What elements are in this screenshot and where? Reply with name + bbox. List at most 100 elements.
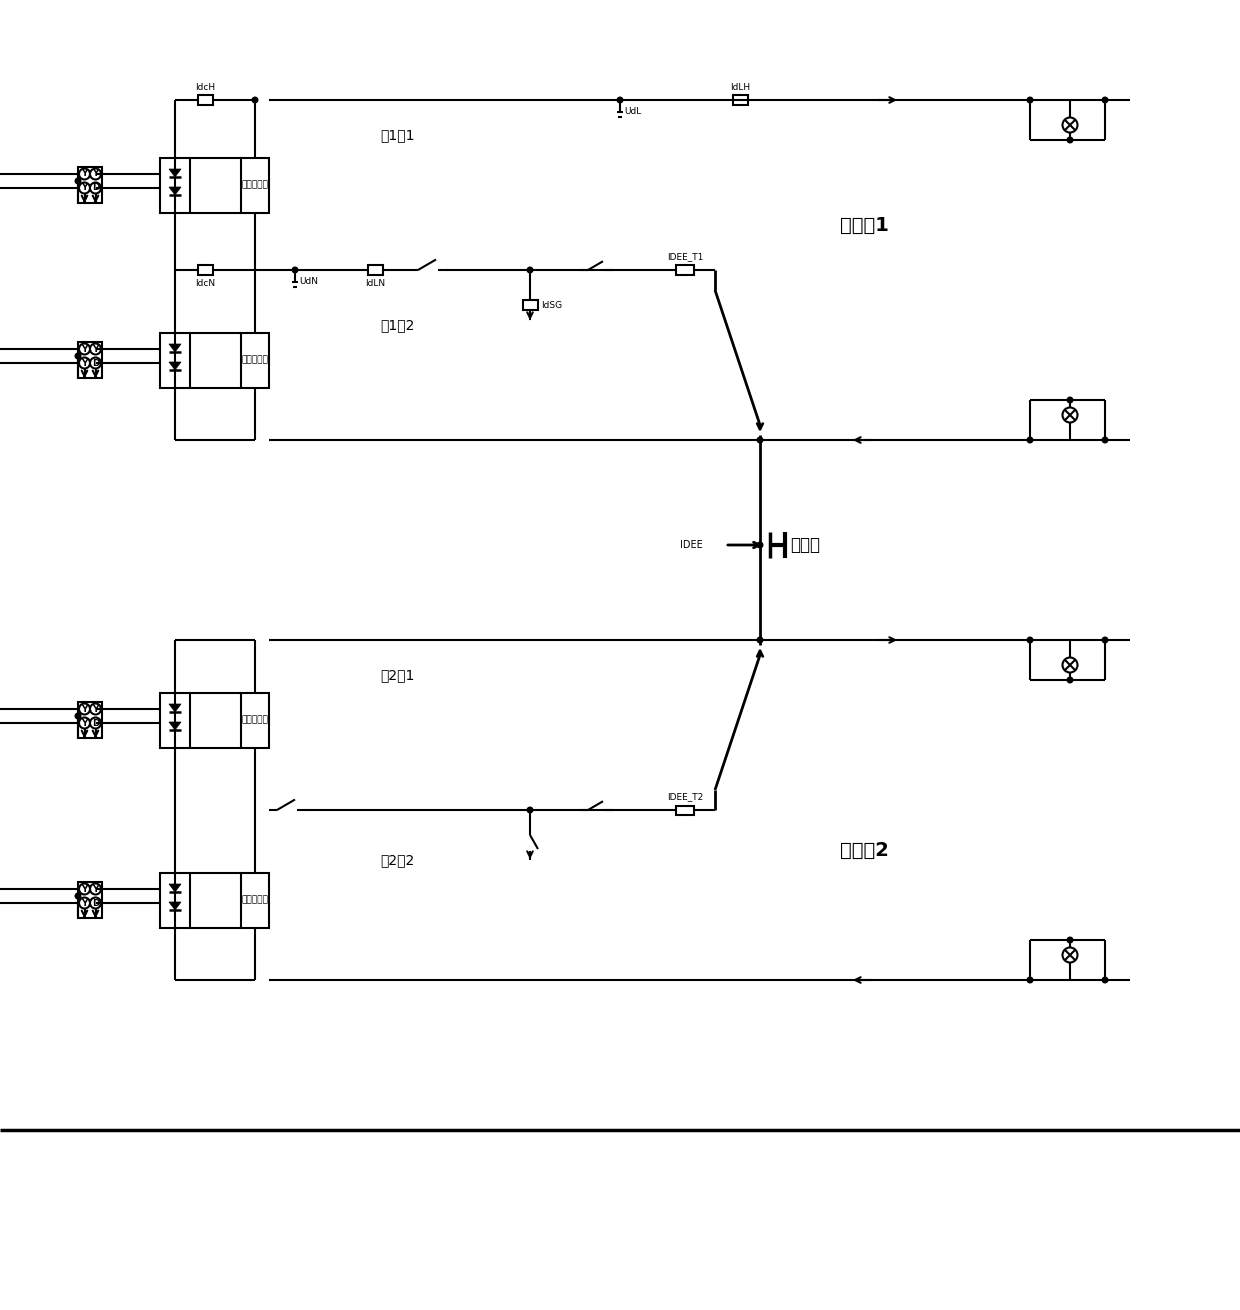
Bar	[78, 166, 102, 203]
Text: 接地极: 接地极	[790, 536, 820, 554]
Polygon shape	[169, 903, 181, 910]
Text: IDEE: IDEE	[680, 540, 703, 550]
Circle shape	[1027, 637, 1033, 643]
Circle shape	[91, 169, 100, 179]
Circle shape	[1063, 118, 1078, 132]
Polygon shape	[169, 722, 181, 730]
Bar	[676, 266, 694, 275]
Circle shape	[1063, 407, 1078, 423]
Circle shape	[1068, 397, 1073, 402]
Circle shape	[91, 703, 100, 714]
Bar	[367, 266, 382, 275]
Bar	[160, 333, 190, 388]
Polygon shape	[169, 703, 181, 713]
Circle shape	[758, 438, 763, 443]
Text: 回2杗1: 回2杗1	[379, 668, 414, 683]
Text: 直流滤波器: 直流滤波器	[242, 181, 268, 190]
Circle shape	[91, 718, 100, 728]
Circle shape	[91, 897, 100, 909]
Circle shape	[1063, 947, 1078, 963]
Circle shape	[76, 713, 81, 719]
Circle shape	[252, 97, 258, 102]
Text: D: D	[92, 359, 99, 368]
Polygon shape	[169, 884, 181, 892]
Text: 直流滤波器: 直流滤波器	[242, 896, 268, 904]
Text: 直流回1: 直流回1	[839, 216, 889, 234]
Text: Y: Y	[82, 705, 88, 714]
Bar	[160, 693, 190, 748]
Text: Y: Y	[92, 345, 99, 354]
Bar	[676, 806, 694, 815]
Circle shape	[79, 169, 91, 179]
Bar	[160, 872, 190, 927]
Bar	[160, 157, 190, 212]
Circle shape	[76, 354, 81, 359]
Circle shape	[1102, 438, 1107, 443]
Text: Y: Y	[82, 884, 88, 893]
Circle shape	[91, 343, 100, 355]
Text: Y: Y	[92, 705, 99, 714]
Text: Y: Y	[92, 169, 99, 178]
Circle shape	[79, 897, 91, 909]
Circle shape	[79, 358, 91, 368]
Polygon shape	[169, 345, 181, 352]
Text: IdcN: IdcN	[195, 279, 215, 287]
Circle shape	[1027, 977, 1033, 982]
Polygon shape	[169, 187, 181, 195]
Text: Y: Y	[82, 359, 88, 368]
Bar	[733, 96, 748, 105]
Text: IDEE_T1: IDEE_T1	[667, 253, 703, 262]
Circle shape	[76, 178, 81, 183]
Bar	[522, 300, 537, 309]
Text: Y: Y	[82, 899, 88, 908]
Bar	[241, 157, 269, 212]
Bar	[241, 693, 269, 748]
Circle shape	[76, 893, 81, 899]
Circle shape	[1068, 138, 1073, 143]
Text: IdcH: IdcH	[195, 83, 215, 92]
Bar	[78, 702, 102, 738]
Text: 直流滤波器: 直流滤波器	[242, 715, 268, 724]
Circle shape	[1102, 97, 1107, 102]
Circle shape	[1027, 438, 1033, 443]
Circle shape	[1027, 97, 1033, 102]
Bar	[78, 882, 102, 918]
Text: IdLN: IdLN	[365, 279, 386, 287]
Circle shape	[79, 703, 91, 714]
Circle shape	[293, 267, 298, 272]
Text: UdL: UdL	[624, 107, 641, 117]
Circle shape	[79, 883, 91, 895]
Circle shape	[1068, 677, 1073, 683]
Text: Y: Y	[82, 169, 88, 178]
Circle shape	[1102, 977, 1107, 982]
Circle shape	[527, 267, 533, 272]
Text: IdLH: IdLH	[730, 83, 750, 92]
Text: D: D	[92, 183, 99, 193]
Text: D: D	[92, 899, 99, 908]
Text: Y: Y	[82, 718, 88, 727]
Text: D: D	[92, 718, 99, 727]
Text: IdSG: IdSG	[541, 300, 562, 309]
Bar	[197, 266, 212, 275]
Circle shape	[618, 97, 622, 102]
Circle shape	[79, 718, 91, 728]
Circle shape	[1068, 937, 1073, 943]
Circle shape	[1102, 637, 1107, 643]
Text: UdN: UdN	[299, 278, 317, 287]
Circle shape	[91, 358, 100, 368]
Polygon shape	[169, 362, 181, 369]
Bar	[78, 342, 102, 379]
Circle shape	[758, 542, 763, 548]
Circle shape	[79, 343, 91, 355]
Text: 回1杗1: 回1杗1	[379, 128, 414, 141]
Text: Y: Y	[92, 884, 99, 893]
Bar	[197, 96, 212, 105]
Circle shape	[91, 883, 100, 895]
Circle shape	[758, 637, 763, 643]
Circle shape	[79, 182, 91, 194]
Circle shape	[91, 182, 100, 194]
Text: IDEE_T2: IDEE_T2	[667, 793, 703, 802]
Bar	[241, 333, 269, 388]
Circle shape	[527, 807, 533, 812]
Circle shape	[1063, 658, 1078, 672]
